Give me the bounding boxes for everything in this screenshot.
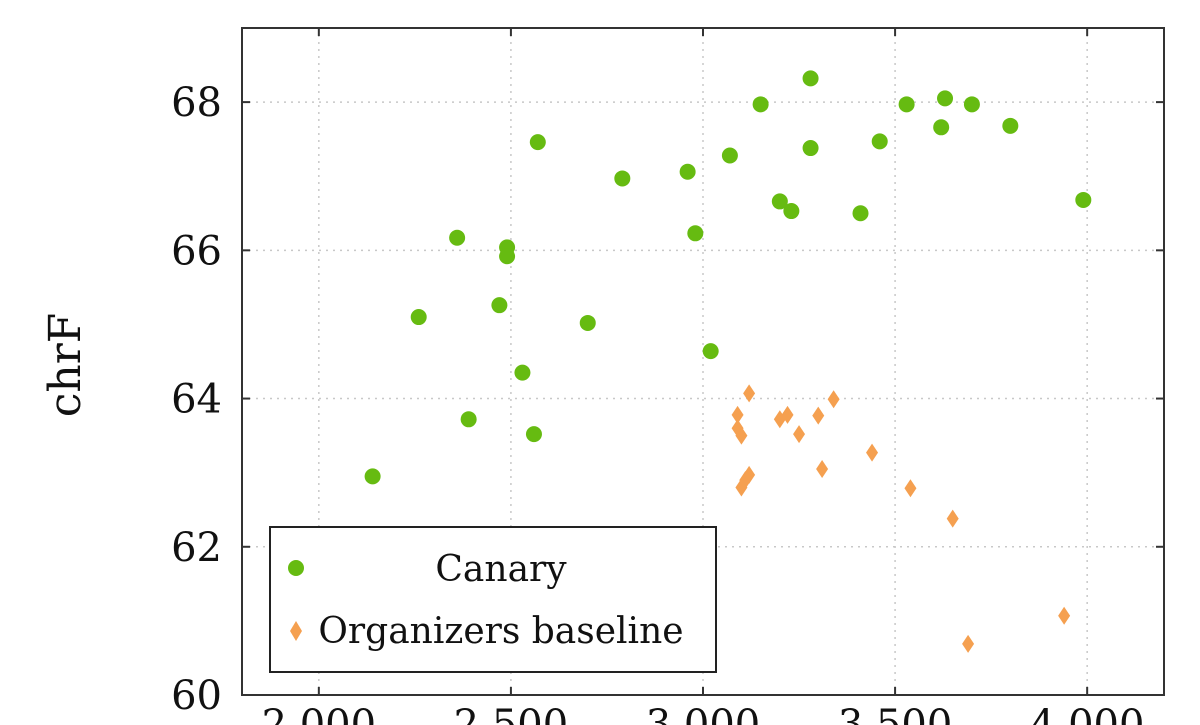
organizers-baseline-point: [743, 384, 756, 403]
organizers-baseline-point: [827, 390, 840, 409]
legend-baseline-label: Organizers baseline: [318, 611, 683, 652]
organizers-baseline-point: [1058, 606, 1071, 625]
organizers-baseline-point: [866, 443, 879, 462]
organizers-baseline-point: [793, 425, 806, 444]
canary-point: [852, 205, 869, 222]
canary-point: [460, 411, 477, 428]
x-tick-label: 2,000: [262, 702, 377, 725]
y-tick-label: 68: [171, 80, 222, 126]
canary-point: [579, 314, 596, 331]
organizers-baseline-point: [812, 406, 825, 425]
x-tick-label: 3,500: [838, 702, 953, 725]
canary-point: [963, 96, 980, 113]
legend-box: [269, 526, 717, 673]
canary-point: [937, 90, 954, 107]
organizers-baseline-point: [735, 426, 748, 445]
canary-point: [783, 203, 800, 220]
canary-point: [679, 163, 696, 180]
data-points: [364, 70, 1092, 653]
organizers-baseline-point: [743, 465, 756, 484]
canary-point: [687, 225, 704, 242]
canary-point: [410, 309, 427, 326]
legend-baseline-marker: [290, 621, 302, 641]
organizers-baseline-point: [816, 459, 829, 478]
organizers-baseline-point: [946, 509, 959, 528]
axis-ticks: 2,000 2,500 3,000 3,500 4,000 60 62 64 66 68: [171, 28, 1164, 725]
canary-point: [499, 248, 516, 265]
organizers-baseline-point: [781, 405, 794, 424]
canary-point: [529, 134, 546, 151]
canary-point: [871, 133, 888, 150]
y-axis-label: chrF: [40, 313, 91, 418]
canary-point: [525, 426, 542, 443]
y-tick-label: 62: [171, 525, 222, 571]
legend-canary-label: Canary: [435, 549, 567, 590]
organizers-baseline-point: [962, 634, 975, 653]
canary-point: [933, 119, 950, 136]
x-tick-label: 2,500: [454, 702, 569, 725]
canary-point: [898, 96, 915, 113]
canary-point: [614, 170, 631, 187]
organizers-baseline-point: [904, 479, 917, 498]
x-tick-label: 4,000: [1030, 702, 1145, 725]
canary-point: [721, 147, 738, 164]
canary-point: [702, 343, 719, 360]
canary-point: [491, 297, 508, 314]
canary-point: [771, 193, 788, 210]
y-tick-label: 64: [171, 377, 222, 423]
canary-point: [1002, 117, 1019, 134]
legend: Canary Organizers baseline: [269, 526, 717, 673]
organizers-baseline-point: [731, 405, 744, 424]
y-tick-label: 66: [171, 228, 222, 274]
canary-point: [752, 96, 769, 113]
canary-point: [364, 468, 381, 485]
y-tick-label: 60: [171, 673, 222, 719]
canary-point: [802, 70, 819, 87]
canary-point: [1075, 191, 1092, 208]
canary-point: [449, 229, 466, 246]
canary-point: [802, 140, 819, 157]
canary-point: [514, 364, 531, 381]
legend-canary-marker: [288, 560, 304, 576]
x-tick-label: 3,000: [646, 702, 761, 725]
